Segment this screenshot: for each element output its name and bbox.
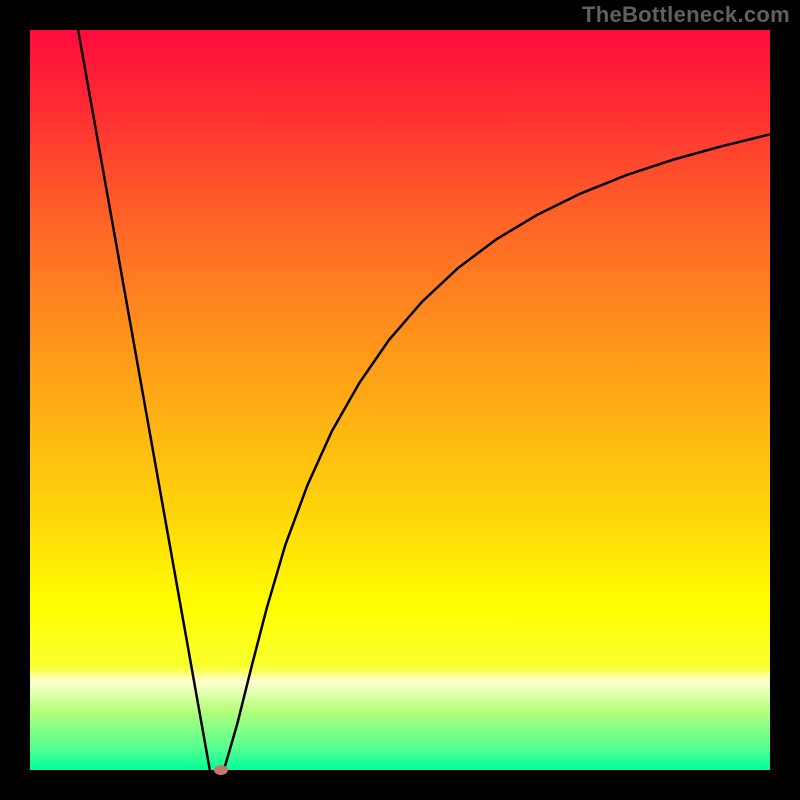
plot-background: [30, 30, 770, 770]
chart-container: TheBottleneck.com: [0, 0, 800, 800]
optimal-point-marker: [214, 765, 228, 775]
watermark-text: TheBottleneck.com: [582, 2, 790, 28]
bottleneck-chart: [0, 0, 800, 800]
